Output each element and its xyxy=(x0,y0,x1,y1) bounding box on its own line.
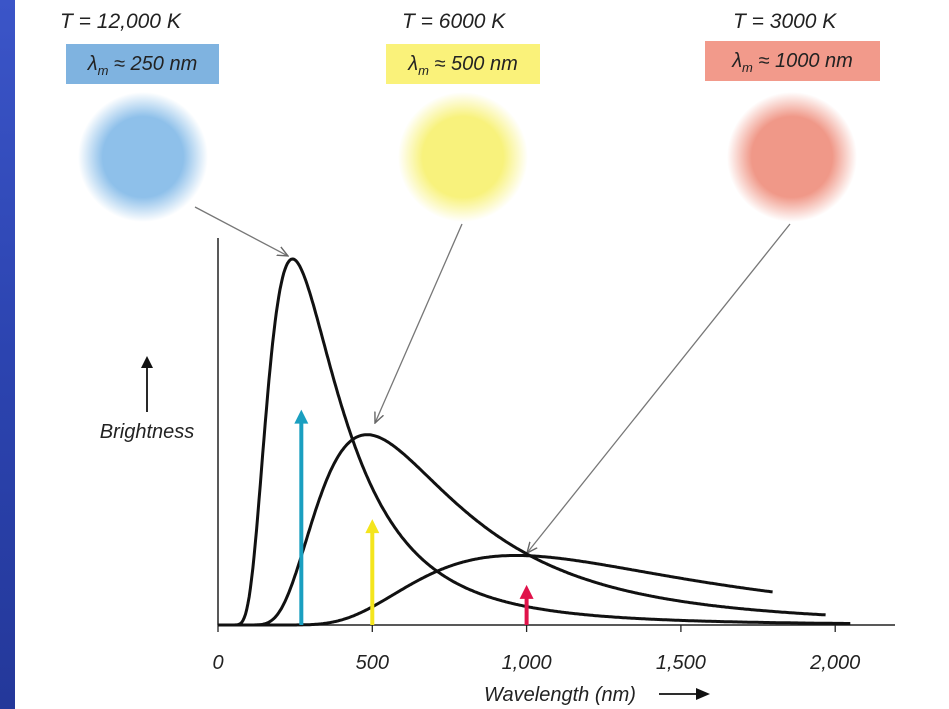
star-12000-icon xyxy=(78,92,208,222)
brightness-arrowhead-icon xyxy=(141,356,153,368)
peak-marker-arrowhead-icon xyxy=(519,584,534,599)
x-axis-label: Wavelength (nm) xyxy=(484,684,636,706)
curves xyxy=(218,257,851,627)
lambda-box-3000: λm ≈ 1000 nm xyxy=(705,41,880,81)
pointer-3000 xyxy=(527,223,791,553)
peak-marker-arrowhead-icon xyxy=(294,409,309,424)
curve-12000 xyxy=(218,257,851,627)
x-tick-label: 1,500 xyxy=(656,652,706,674)
temp-label-12000: T = 12,000 K xyxy=(60,10,181,33)
y-axis-label: Brightness xyxy=(100,421,195,443)
star-6000-icon xyxy=(398,92,528,222)
star-3000-icon xyxy=(727,92,857,222)
wavelength-arrowhead-icon xyxy=(696,688,710,700)
peak-marker-arrowhead-icon xyxy=(365,519,380,534)
curve-6000 xyxy=(218,433,826,627)
temp-label-3000: T = 3000 K xyxy=(733,10,837,33)
x-ticks: 0 500 1,000 1,500 2,000 xyxy=(212,625,860,674)
x-tick-label: 0 xyxy=(212,652,223,674)
peak-markers xyxy=(294,409,534,625)
pointer-6000 xyxy=(375,223,463,423)
x-tick-label: 500 xyxy=(356,652,389,674)
pointer-12000 xyxy=(194,206,288,256)
curve-3000 xyxy=(218,554,773,627)
x-tick-label: 2,000 xyxy=(809,652,860,674)
lambda-box-6000: λm ≈ 500 nm xyxy=(386,44,540,84)
lambda-box-12000: λm ≈ 250 nm xyxy=(66,44,219,84)
temp-label-6000: T = 6000 K xyxy=(402,10,506,33)
x-tick-label: 1,000 xyxy=(502,652,552,674)
